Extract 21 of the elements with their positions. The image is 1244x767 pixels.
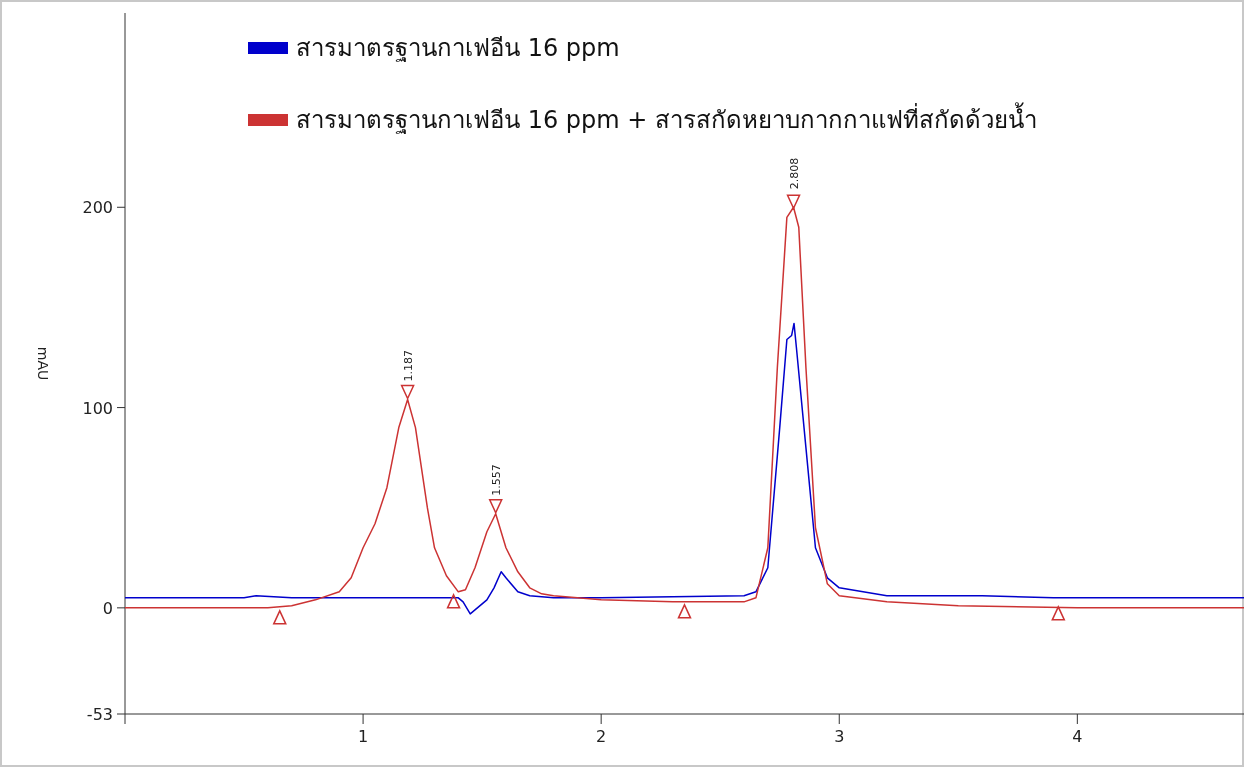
y-axis-title: mAU	[35, 346, 51, 381]
point	[786, 194, 801, 210]
point	[677, 604, 692, 619]
annotation: 2.808	[787, 157, 801, 190]
annotation: 1.557	[489, 464, 503, 496]
x-tick-label: 1	[357, 727, 369, 746]
point	[400, 384, 415, 400]
legend-label: สารมาตรฐานกาเฟอีน 16 ppm + สารสกัดหยาบกากกาแฟที่สกัดด้วยน้ำ	[296, 102, 1038, 134]
point	[273, 610, 287, 625]
y-tick-label: 100	[82, 398, 113, 418]
annotation: 1.187	[401, 350, 415, 382]
y-tick-label: 200	[82, 198, 113, 218]
point	[1051, 606, 1066, 621]
x-tick-label: 3	[834, 727, 845, 746]
y-tick-label: 0	[102, 598, 113, 618]
x-tick-label: 2	[596, 727, 607, 746]
legend-label: สารมาตรฐานกาเฟอีน 16 ppm	[296, 34, 620, 62]
x-tick-label: 4	[1072, 727, 1083, 746]
point	[488, 498, 503, 514]
y-tick-label: -53	[86, 705, 113, 724]
point	[446, 594, 461, 609]
